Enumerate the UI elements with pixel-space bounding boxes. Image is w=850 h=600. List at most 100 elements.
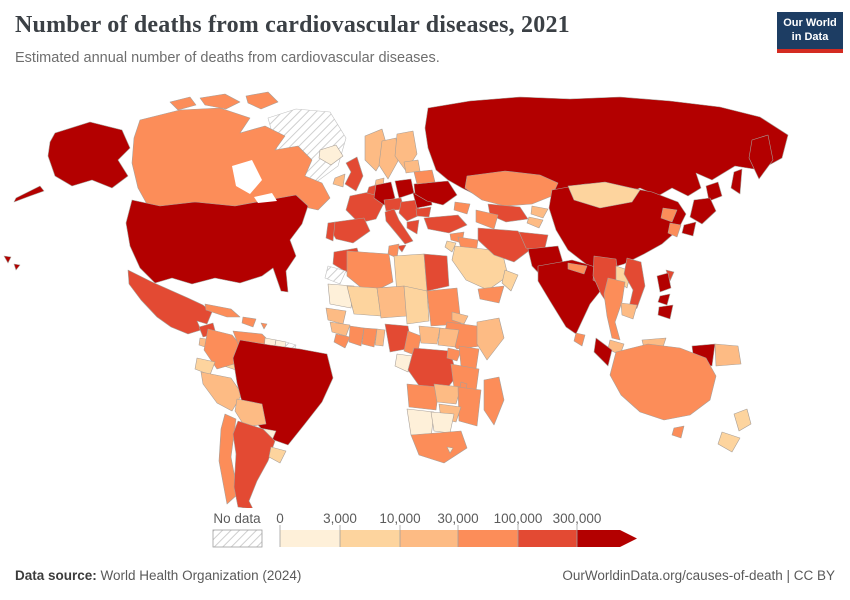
country-philippines-visayas[interactable] [657,293,671,306]
country-sweden[interactable] [378,137,399,180]
country-bulgaria[interactable] [415,206,432,218]
country-mozambique[interactable] [457,386,482,427]
country-hispaniola[interactable] [241,316,257,328]
country-australia[interactable] [609,343,717,421]
country-portugal[interactable] [325,221,336,242]
country-uk[interactable] [344,156,364,192]
country-somalia[interactable] [476,317,505,361]
country-gabon[interactable] [394,353,413,373]
country-tajikistan[interactable] [526,216,544,229]
country-kazakhstan[interactable] [464,170,559,207]
country-caucasus[interactable] [453,201,471,215]
country-russia-kamchatka[interactable] [748,134,774,180]
country-new-zealand-south[interactable] [717,431,741,453]
country-cambodia[interactable] [620,302,638,320]
country-mauritania[interactable] [327,283,355,309]
country-argentina[interactable] [232,420,276,508]
country-oman[interactable] [501,269,519,292]
country-canada-island[interactable] [199,93,241,110]
country-russia-sakhalin[interactable] [730,168,743,195]
country-japan-kyushu[interactable] [681,221,697,237]
country-indonesia-sumatra[interactable] [593,337,613,367]
country-philippines-mindanao[interactable] [657,304,674,320]
credit-link[interactable]: OurWorldinData.org/causes-of-death | CC … [562,568,835,583]
country-greece[interactable] [406,219,420,235]
datasource-text: Data source: World Health Organization (… [15,568,301,583]
country-papua-new-guinea[interactable] [714,343,742,367]
country-philippines-luzon[interactable] [656,272,672,293]
country-italy[interactable] [384,208,414,245]
country-yemen[interactable] [477,285,505,304]
country-sri-lanka[interactable] [573,332,586,347]
country-poland[interactable] [394,178,415,199]
country-lesotho[interactable] [446,446,454,454]
legend-bin-5[interactable] [577,530,620,547]
country-sierra-leone-liberia[interactable] [333,333,351,349]
country-uruguay[interactable] [268,446,287,464]
country-usa[interactable] [125,194,309,293]
country-japan-hokkaido[interactable] [705,181,723,202]
country-bolivia[interactable] [234,398,267,428]
country-mali[interactable] [346,285,382,317]
country-central-african-republic[interactable] [418,325,441,345]
country-puerto-rico[interactable] [260,322,268,330]
country-kyrgyzstan[interactable] [530,205,549,219]
country-togo-benin[interactable] [374,328,386,347]
country-egypt[interactable] [423,253,450,292]
country-mongolia[interactable] [567,181,641,209]
country-botswana[interactable] [430,411,455,434]
country-canada-island[interactable] [245,91,279,110]
country-ukraine[interactable] [413,180,458,206]
country-senegal[interactable] [325,307,347,325]
country-aleutians[interactable] [13,185,45,203]
country-guinea[interactable] [329,321,351,337]
country-hawaii[interactable] [13,263,21,271]
country-turkey[interactable] [423,214,468,234]
no-data-swatch[interactable] [212,529,263,548]
country-chad[interactable] [403,285,430,325]
country-canada-island[interactable] [169,96,197,111]
legend-tick-2: 10,000 [379,511,420,526]
country-madagascar[interactable] [483,376,505,426]
legend-bin-0[interactable] [280,530,340,547]
country-zambia[interactable] [433,383,462,405]
country-hawaii[interactable] [3,255,12,264]
country-balkans[interactable] [398,199,421,222]
country-belarus[interactable] [413,169,436,185]
country-western-sahara[interactable] [324,265,347,285]
country-mexico[interactable] [127,269,213,335]
footer: Data source: World Health Organization (… [15,568,835,583]
country-iran[interactable] [477,227,531,263]
country-ghana[interactable] [361,327,378,348]
country-thailand[interactable] [603,277,626,341]
country-jordan[interactable] [444,240,457,253]
country-cuba[interactable] [204,303,241,318]
country-ireland[interactable] [332,173,346,188]
country-nepal[interactable] [567,262,588,275]
country-angola[interactable] [406,383,440,411]
country-peru[interactable] [200,371,243,412]
legend-bin-4[interactable] [518,530,577,547]
legend-bin-3[interactable] [458,530,518,547]
country-south-africa[interactable] [410,430,468,464]
legend-bin-2[interactable] [400,530,458,547]
country-iceland[interactable] [318,144,344,166]
country-spain[interactable] [329,217,371,244]
country-sicily[interactable] [396,244,407,253]
owid-logo-line2: in Data [791,30,829,43]
country-niger[interactable] [376,285,408,319]
country-south-sudan[interactable] [437,327,460,348]
country-ivory-coast[interactable] [348,325,365,347]
country-uganda[interactable] [446,347,462,362]
country-north-korea[interactable] [660,207,678,223]
country-new-zealand-north[interactable] [733,408,752,432]
country-kenya[interactable] [458,345,480,370]
country-tasmania[interactable] [671,425,685,439]
country-alaska[interactable] [47,121,131,189]
country-south-korea[interactable] [667,222,682,238]
country-japan-honshu[interactable] [689,197,717,225]
country-baltics[interactable] [403,159,421,174]
legend-bin-1[interactable] [340,530,400,547]
page-subtitle: Estimated annual number of deaths from c… [15,50,440,66]
